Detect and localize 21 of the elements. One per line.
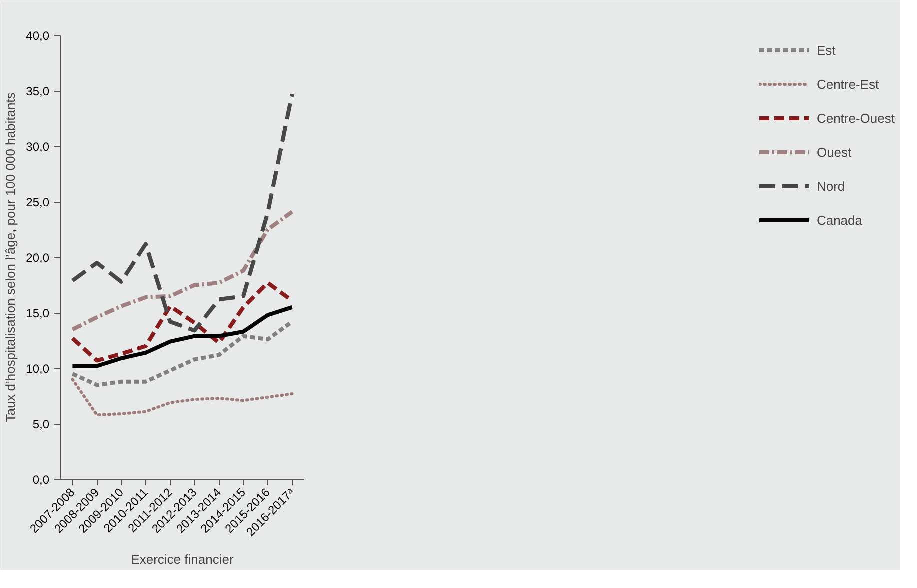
legend-label: Ouest [816,144,852,160]
y-tick-label: 15,0 [26,306,50,320]
x-axis-title: Exercice financier [131,552,234,568]
legend-label: Est [816,42,837,58]
y-tick-label: 35,0 [26,84,50,98]
y-tick-label: 40,0 [26,29,50,43]
line-series [71,378,294,417]
legend-label: Centre-Est [816,76,880,92]
y-tick-label: 30,0 [26,140,50,154]
line-series [70,210,294,332]
legend-label: Nord [816,178,846,194]
y-tick-label: 10,0 [26,362,50,376]
legend-label: Canada [816,212,862,228]
line-series [70,92,294,333]
y-tick-label: 20,0 [26,251,50,265]
y-tick-label: 0,0 [32,473,50,487]
legend-label: Centre-Ouest [816,110,895,126]
y-tick-label: 25,0 [26,196,50,210]
y-axis-title: Taux d’hospitalisation selon l’âge, pour 100 000 habitants [3,92,18,422]
line-series [70,305,294,368]
y-tick-label: 5,0 [32,418,50,432]
